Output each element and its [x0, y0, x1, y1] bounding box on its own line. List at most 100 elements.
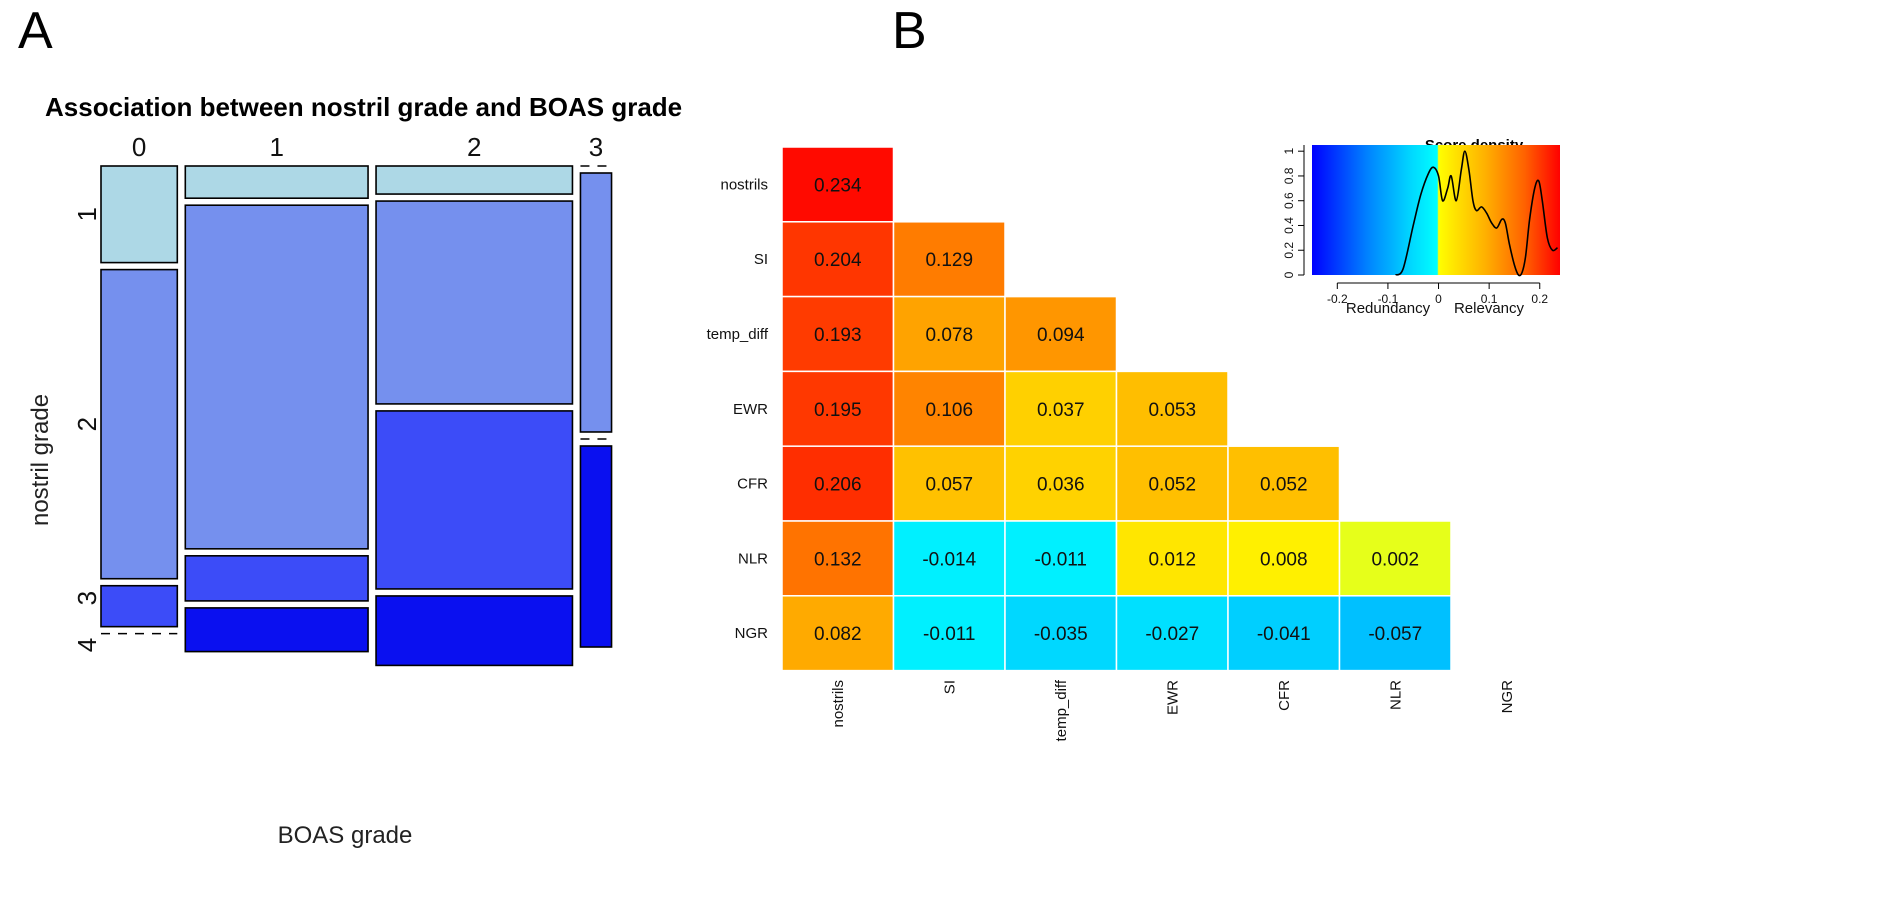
mosaic-title: Association between nostril grade and BO…	[45, 92, 682, 122]
score-heatmap: 0.234 0.204 0.129 0.193 0.078 0.094 0.195 0.106…	[707, 146, 1516, 741]
heatmap-col-label-EWR: EWR	[1164, 680, 1181, 715]
density-color-bar	[1312, 145, 1560, 275]
heatmap-value-SI-nostrils: 0.204	[814, 250, 862, 271]
heatmap-cell-CFR-nostrils	[781, 445, 895, 522]
density-y-tick-label: 0.8	[1282, 167, 1296, 184]
mosaic-tiles	[100, 165, 613, 667]
heatmap-cell-NLR-NLR	[1338, 520, 1452, 597]
density-x-tick-label: 0.1	[1481, 292, 1498, 306]
heatmap-row-label-NGR: NGR	[735, 625, 769, 642]
density-label-redundancy: Redundancy	[1346, 300, 1431, 317]
heatmap-value-EWR-SI: 0.106	[925, 400, 973, 421]
heatmap-cell-NLR-EWR	[1115, 520, 1229, 597]
mosaic-column-labels: 0 1 2 3	[132, 132, 603, 162]
heatmap-value-CFR-CFR: 0.052	[1260, 475, 1308, 496]
density-axes: 0 0.2 0.4 0.6 0.8 1 -0.2 -0.1 0 0.1 0.2	[1282, 145, 1548, 306]
heatmap-value-EWR-temp_diff: 0.037	[1037, 400, 1085, 421]
density-curve	[1395, 150, 1558, 277]
heatmap-cell-NGR-temp_diff	[1004, 595, 1118, 672]
heatmap-row-label-NLR: NLR	[738, 550, 768, 567]
mosaic-tile-3-4	[579, 445, 613, 648]
heatmap-cell-NLR-temp_diff	[1004, 520, 1118, 597]
heatmap-value-NLR-NLR: 0.002	[1371, 549, 1419, 570]
density-y-tick-label: 0.6	[1282, 192, 1296, 209]
heatmap-value-temp_diff-SI: 0.078	[925, 325, 973, 346]
mosaic-tile-2-2	[375, 200, 574, 405]
heatmap-cell-NGR-SI	[892, 595, 1006, 672]
heatmap-value-NGR-NLR: -0.057	[1368, 624, 1422, 645]
density-x-tick-label: -0.2	[1327, 292, 1348, 306]
heatmap-cell-nostrils-nostrils	[781, 146, 895, 223]
heatmap-value-NLR-temp_diff: -0.011	[1035, 549, 1087, 570]
density-y-tick-label: 0	[1282, 271, 1296, 278]
heatmap-value-NGR-nostrils: 0.082	[814, 624, 862, 645]
heatmap-col-label-nostrils: nostrils	[830, 680, 847, 728]
mosaic-tile-2-3	[375, 410, 574, 590]
heatmap-value-NLR-SI: -0.014	[922, 549, 976, 570]
heatmap-col-label-temp_diff: temp_diff	[1053, 679, 1070, 741]
density-y-tick-label: 1	[1282, 148, 1296, 155]
panel-label-b: B	[892, 2, 927, 60]
heatmap-cell-NGR-nostrils	[781, 595, 895, 672]
heatmap-cell-CFR-CFR	[1227, 445, 1341, 522]
mosaic-row-label-1: 1	[72, 207, 102, 221]
heatmap-cells: 0.234 0.204 0.129 0.193 0.078 0.094 0.195 0.106…	[781, 146, 1452, 672]
heatmap-cell-EWR-SI	[892, 370, 1006, 447]
heatmap-cell-CFR-temp_diff	[1004, 445, 1118, 522]
heatmap-value-EWR-nostrils: 0.195	[814, 400, 862, 421]
heatmap-value-NLR-nostrils: 0.132	[814, 549, 862, 570]
mosaic-row-label-2: 2	[72, 417, 102, 431]
mosaic-tile-1-4	[184, 607, 369, 653]
heatmap-row-label-SI: SI	[754, 251, 768, 268]
heatmap-value-NGR-EWR: -0.027	[1145, 624, 1199, 645]
mosaic-plot: Association between nostril grade and BO…	[27, 92, 682, 849]
density-x-tick-label: -0.1	[1378, 292, 1399, 306]
density-label-relevancy: Relevancy	[1454, 300, 1525, 317]
mosaic-row-labels: 1 2 3 4	[72, 207, 102, 652]
mosaic-col-label-3: 3	[589, 132, 603, 162]
density-y-tick-label: 0.4	[1282, 217, 1296, 234]
heatmap-row-label-nostrils: nostrils	[720, 176, 768, 193]
mosaic-col-label-0: 0	[132, 132, 146, 162]
heatmap-col-label-NLR: NLR	[1387, 680, 1404, 710]
density-x-tick-label: 0.2	[1531, 292, 1548, 306]
heatmap-cell-temp_diff-SI	[892, 295, 1006, 373]
heatmap-cell-EWR-nostrils	[781, 370, 895, 447]
heatmap-cell-NLR-nostrils	[781, 520, 895, 597]
heatmap-value-SI-SI: 0.129	[925, 250, 973, 271]
panel-label-a: A	[18, 2, 53, 60]
heatmap-value-NGR-SI: -0.011	[923, 624, 975, 645]
heatmap-col-label-NGR: NGR	[1499, 680, 1516, 714]
mosaic-tile-3-2	[579, 172, 613, 433]
heatmap-cell-EWR-EWR	[1115, 370, 1229, 447]
heatmap-value-EWR-EWR: 0.053	[1148, 400, 1196, 421]
heatmap-cell-NGR-CFR	[1227, 595, 1341, 672]
heatmap-cell-CFR-EWR	[1115, 445, 1229, 522]
heatmap-col-label-CFR: CFR	[1276, 680, 1293, 711]
heatmap-cell-CFR-SI	[892, 445, 1006, 522]
heatmap-value-NLR-CFR: 0.008	[1260, 549, 1308, 570]
mosaic-tile-0-2	[100, 268, 179, 580]
mosaic-tile-2-4	[375, 595, 574, 667]
heatmap-cell-NLR-SI	[892, 520, 1006, 597]
mosaic-col-label-2: 2	[467, 132, 481, 162]
mosaic-row-label-4: 4	[72, 638, 102, 652]
density-x-tick-label: 0	[1435, 292, 1442, 306]
heatmap-row-label-EWR: EWR	[733, 401, 768, 418]
heatmap-value-NGR-CFR: -0.041	[1257, 624, 1311, 645]
heatmap-cell-temp_diff-temp_diff	[1004, 295, 1118, 373]
heatmap-value-temp_diff-temp_diff: 0.094	[1037, 325, 1085, 346]
heatmap-value-temp_diff-nostrils: 0.193	[814, 325, 862, 346]
heatmap-row-label-temp_diff: temp_diff	[707, 326, 769, 343]
mosaic-tile-1-2	[184, 204, 369, 550]
heatmap-col-label-SI: SI	[941, 680, 958, 694]
heatmap-value-CFR-temp_diff: 0.036	[1037, 475, 1085, 496]
heatmap-row-label-CFR: CFR	[737, 476, 768, 493]
heatmap-column-labels: nostrils SI temp_diff EWR CFR NLR NGR	[830, 679, 1516, 741]
heatmap-cell-NGR-EWR	[1115, 595, 1229, 672]
mosaic-tile-1-3	[184, 555, 369, 602]
mosaic-tile-2-1	[375, 165, 574, 195]
heatmap-row-labels: nostrils SI temp_diff EWR CFR NLR NGR	[707, 176, 769, 642]
heatmap-value-CFR-nostrils: 0.206	[814, 475, 862, 496]
